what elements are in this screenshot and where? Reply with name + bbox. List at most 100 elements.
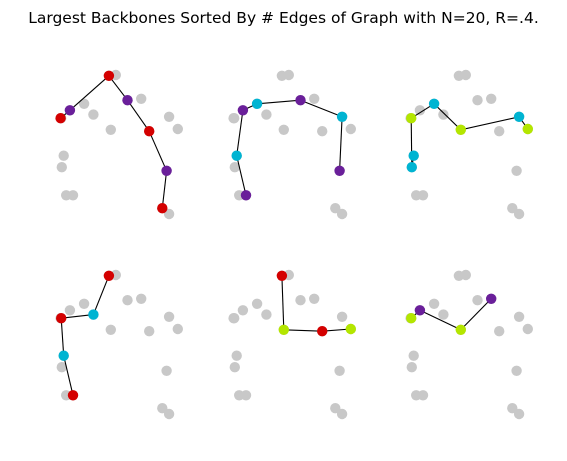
graph-node xyxy=(229,162,240,173)
backbone-node xyxy=(144,126,155,137)
backbone-edge xyxy=(460,116,520,131)
graph-node xyxy=(507,403,518,414)
graph-node xyxy=(513,311,525,322)
graph-node xyxy=(513,208,525,220)
graph-node xyxy=(172,123,183,135)
backbone-node xyxy=(414,305,426,316)
graph-node xyxy=(460,269,471,281)
backbone-node xyxy=(513,111,525,123)
backbone-edge xyxy=(257,99,301,105)
graph-node xyxy=(330,203,341,214)
graph-node xyxy=(522,323,533,335)
graph-node xyxy=(157,403,168,414)
graph-node xyxy=(417,390,429,401)
backbone-node xyxy=(58,350,69,361)
graph-node xyxy=(511,165,522,176)
graph-node xyxy=(494,126,505,137)
backbone-panel-5 xyxy=(228,269,356,420)
graph-node xyxy=(295,295,306,306)
graph-node xyxy=(144,326,155,337)
graph-node xyxy=(163,111,175,123)
graph-node xyxy=(494,326,505,337)
backbone-edge xyxy=(419,309,462,331)
backbone-node xyxy=(276,270,288,281)
backbone-node xyxy=(317,326,328,337)
backbone-node xyxy=(278,324,289,335)
graph-node xyxy=(58,150,69,161)
graph-node xyxy=(507,203,518,214)
backbone-node xyxy=(406,113,417,124)
backbone-node xyxy=(486,293,497,304)
backbone-node xyxy=(522,123,533,135)
backbone-edge xyxy=(283,329,323,332)
graph-node xyxy=(513,408,525,420)
graph-node xyxy=(136,293,147,304)
backbone-node xyxy=(231,150,242,161)
backbone-panel-6 xyxy=(405,269,533,420)
backbone-edge xyxy=(300,99,343,118)
graph-node xyxy=(240,390,252,401)
backbone-node xyxy=(406,162,417,173)
graph-node xyxy=(88,109,99,120)
backbone-node xyxy=(455,124,466,135)
graph-node xyxy=(330,403,341,414)
backbone-node xyxy=(161,165,172,176)
backbone-node xyxy=(103,270,115,281)
graph-node xyxy=(163,408,175,420)
backbone-node xyxy=(56,313,67,324)
graph-node xyxy=(283,69,294,81)
graph-node xyxy=(414,105,426,116)
graph-node xyxy=(78,298,90,309)
backbone-node xyxy=(67,390,79,401)
backbone-node xyxy=(64,105,76,116)
backbone-node xyxy=(122,95,133,106)
backbone-edge xyxy=(69,75,110,111)
backbone-node xyxy=(251,98,263,110)
graph-node xyxy=(336,408,348,420)
graph-node xyxy=(56,362,67,373)
graph-node xyxy=(261,109,272,120)
graph-node xyxy=(428,298,440,309)
graph-node xyxy=(56,162,67,173)
graph-node xyxy=(172,323,183,335)
graph-node xyxy=(309,293,320,304)
backbone-node xyxy=(88,309,99,320)
backbone-edge xyxy=(148,130,168,172)
graph-node xyxy=(438,109,449,120)
backbone-panel-2 xyxy=(228,69,356,220)
graph-node xyxy=(334,365,345,376)
backbone-node xyxy=(103,70,115,82)
chart-title: Largest Backbones Sorted By # Edges of G… xyxy=(28,9,539,27)
graph-node xyxy=(472,95,483,106)
graph-node xyxy=(105,124,117,135)
backbone-node xyxy=(237,105,249,116)
graph-node xyxy=(336,311,348,322)
graph-node xyxy=(417,190,429,201)
backbone-edge xyxy=(460,298,492,331)
backbone-node xyxy=(345,323,356,335)
backbone-node xyxy=(428,98,440,110)
graph-node xyxy=(78,98,90,110)
graph-node xyxy=(309,93,320,105)
backbone-node xyxy=(157,203,168,214)
graph-node xyxy=(345,123,356,135)
backbone-edge xyxy=(236,155,247,196)
backbone-edge xyxy=(63,355,74,396)
graph-node xyxy=(472,295,483,306)
graph-node xyxy=(229,362,240,373)
backbone-edge xyxy=(433,103,462,131)
graph-node xyxy=(486,93,497,105)
backbone-edge xyxy=(60,318,65,356)
backbone-edge xyxy=(61,314,94,319)
graph-node xyxy=(460,69,471,81)
backbone-edge xyxy=(339,116,343,171)
graph-node xyxy=(122,295,133,306)
graph-node xyxy=(105,324,117,335)
backbone-panel-4 xyxy=(55,269,183,420)
graph-node xyxy=(231,350,242,361)
graph-node xyxy=(136,93,147,105)
graph-node xyxy=(406,362,417,373)
graph-node xyxy=(163,311,175,322)
backbone-panel-1 xyxy=(55,69,183,220)
